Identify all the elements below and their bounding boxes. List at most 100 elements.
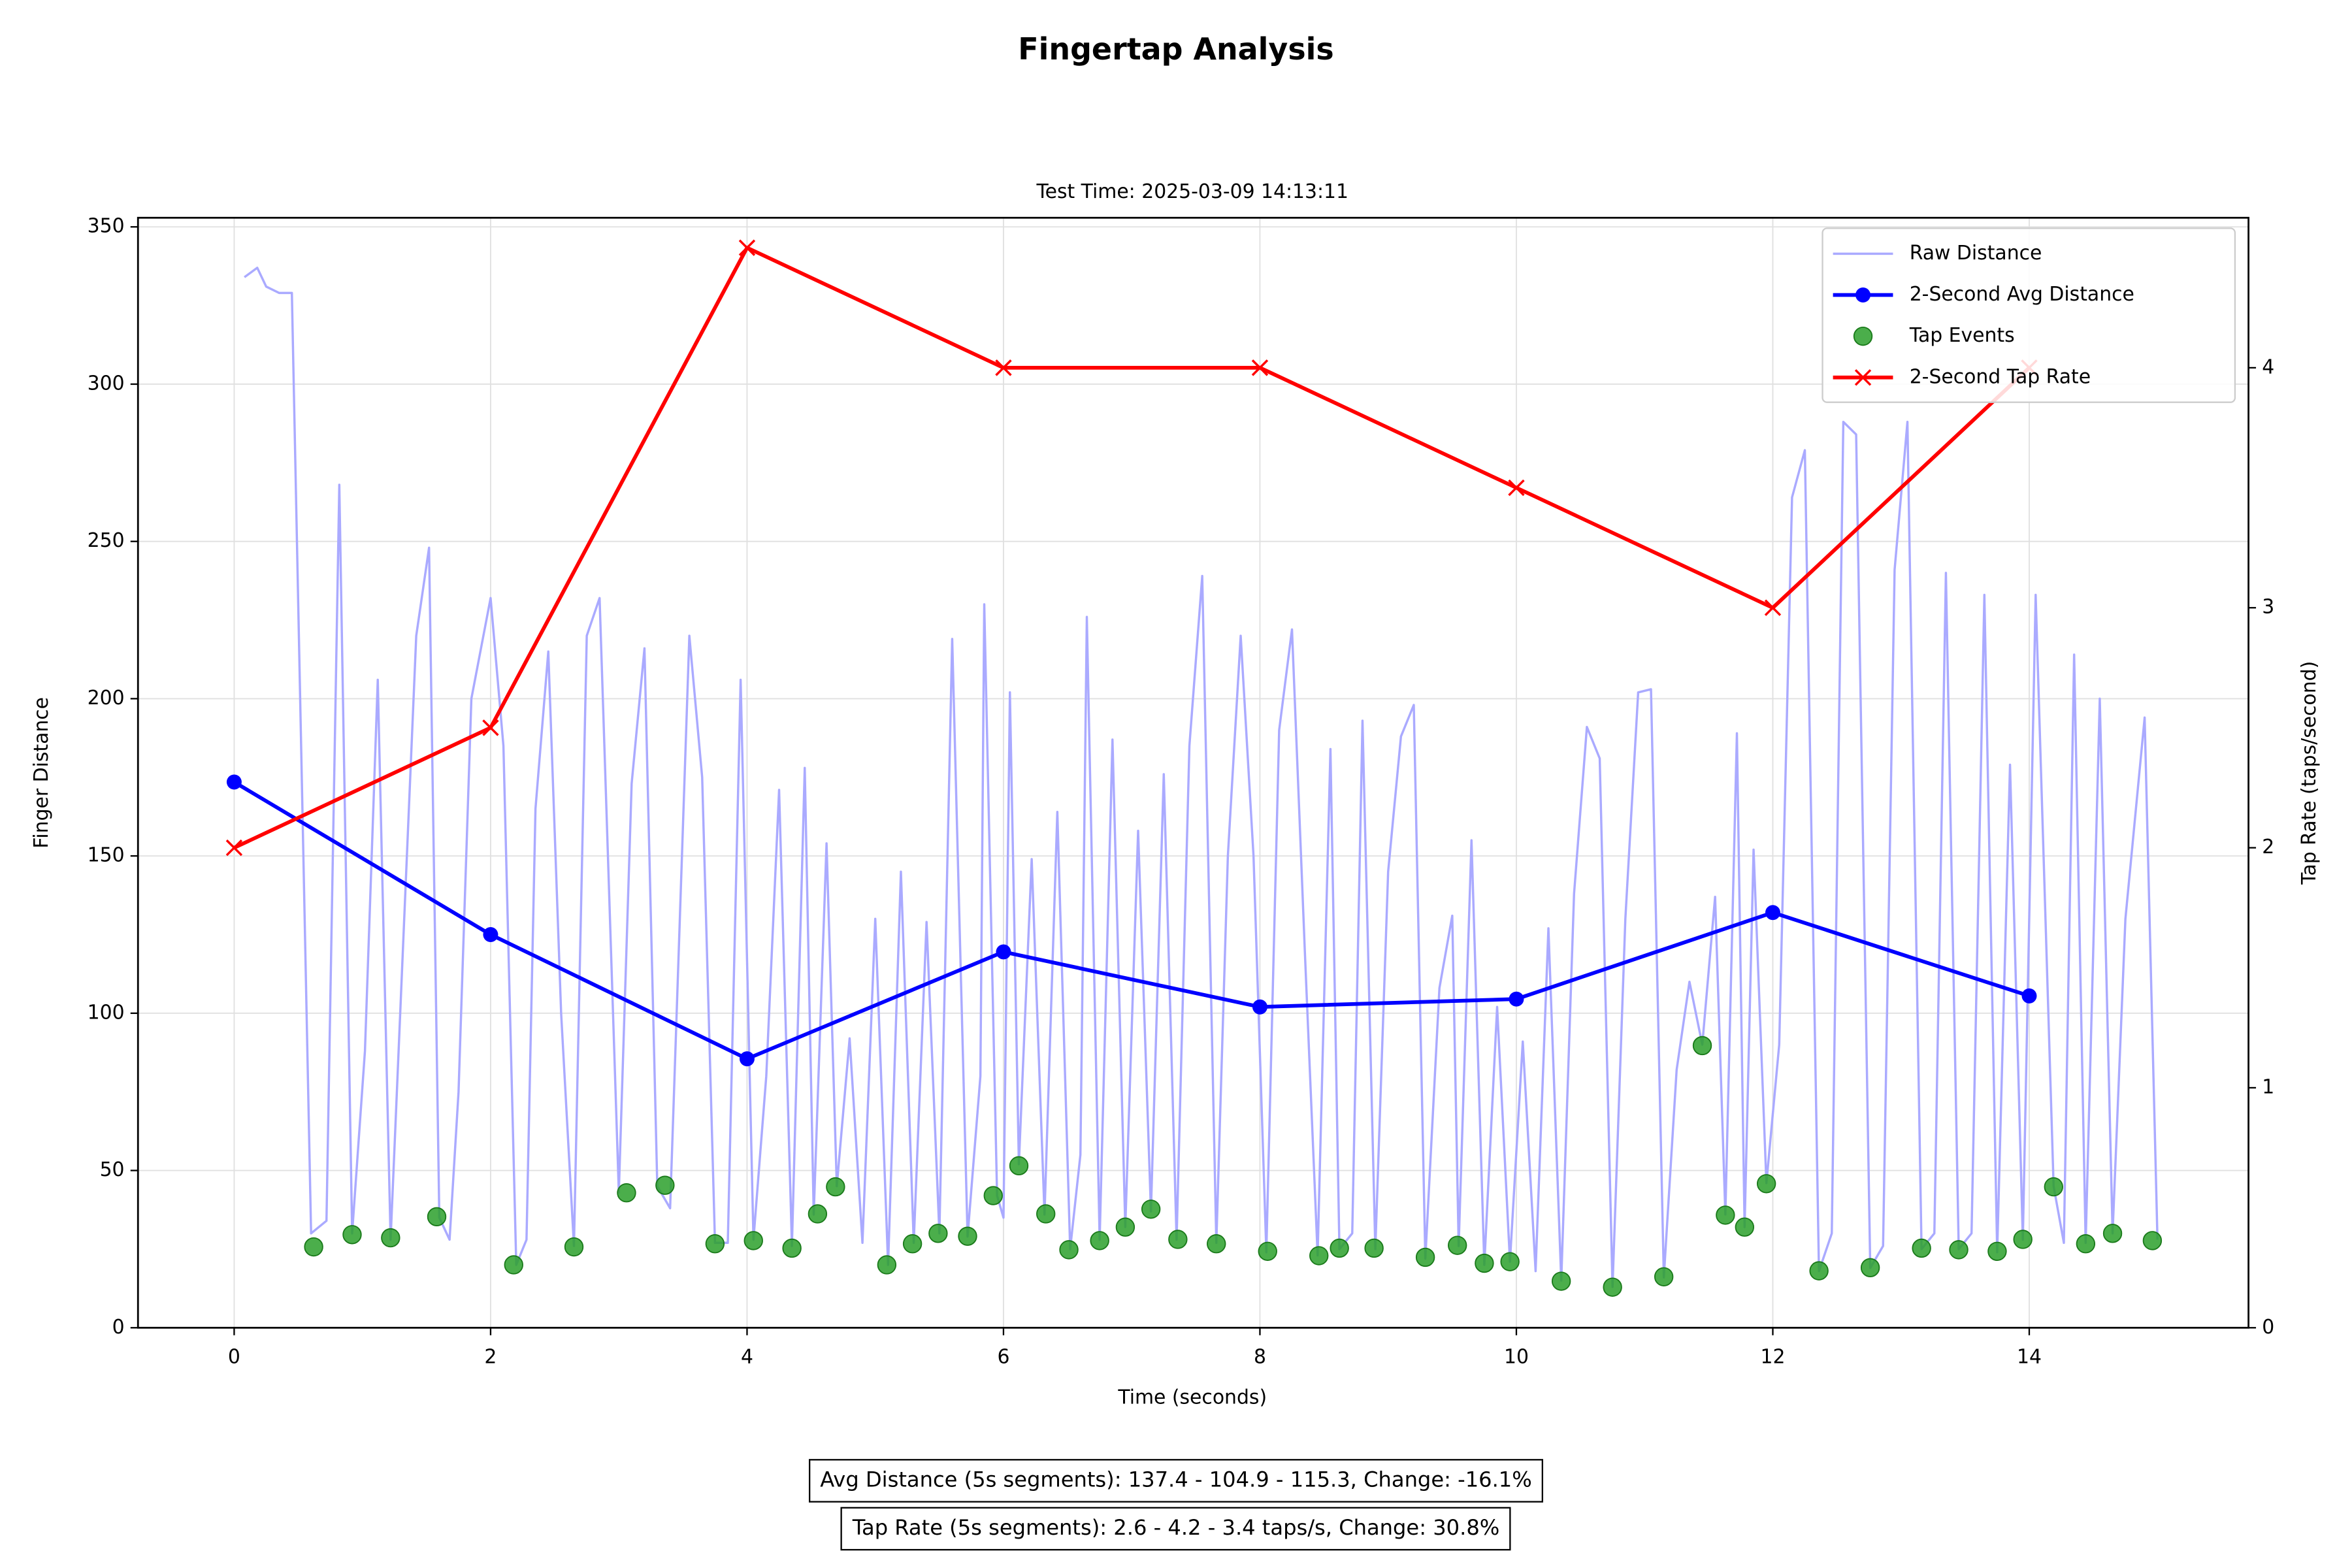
x-tick-label: 14 (2017, 1346, 2042, 1369)
marker (482, 719, 499, 736)
point (808, 1204, 828, 1224)
point (381, 1228, 400, 1248)
point (826, 1177, 845, 1197)
point (226, 774, 242, 790)
y-tick-label: 250 (88, 529, 125, 552)
point (1654, 1267, 1674, 1286)
point (504, 1255, 523, 1275)
series (226, 774, 2037, 1067)
y-axis-label: Finger Distance (30, 697, 53, 849)
point (2021, 988, 2037, 1004)
point (782, 1238, 802, 1258)
y2-tick-label: 3 (2262, 596, 2274, 619)
series (244, 267, 2159, 1288)
point (1207, 1234, 1226, 1254)
point (1860, 1258, 1880, 1278)
x-tick-label: 12 (1760, 1346, 1785, 1369)
point (1168, 1230, 1188, 1249)
point (705, 1234, 725, 1254)
x-tick-label: 8 (1254, 1346, 1266, 1369)
point (1912, 1238, 1931, 1258)
legend: Raw Distance 2-Second Avg Distance Tap Eve… (1821, 227, 2236, 403)
point (304, 1237, 323, 1257)
point (1258, 1241, 1277, 1261)
x-tick-label: 2 (484, 1346, 497, 1369)
point (958, 1226, 977, 1246)
point (1735, 1217, 1754, 1237)
point (1809, 1261, 1829, 1281)
line (244, 267, 2159, 1288)
marker (1854, 369, 1872, 386)
marker (1251, 359, 1269, 376)
y-tick-label: 350 (88, 215, 125, 238)
point (2076, 1234, 2096, 1254)
point (617, 1183, 636, 1203)
point (342, 1225, 362, 1245)
annotation: Avg Distance (5s segments): 137.4 - 104.… (820, 1467, 1532, 1492)
point (1115, 1217, 1135, 1237)
y2-tick-label: 1 (2262, 1075, 2274, 1098)
marker (1764, 599, 1782, 616)
point (2102, 1224, 2123, 1243)
point (1551, 1271, 1571, 1291)
point (1987, 1241, 2007, 1261)
y-tick-label: 0 (112, 1316, 125, 1339)
line (233, 780, 2030, 1061)
y-tick-label: 300 (88, 372, 125, 395)
point (996, 944, 1011, 960)
point (1059, 1240, 1079, 1260)
y-tick-label: 200 (88, 687, 125, 710)
point (655, 1175, 675, 1195)
point (1090, 1231, 1109, 1250)
point (1252, 999, 1267, 1015)
legend-swatch (1855, 287, 1871, 303)
point (1475, 1253, 1494, 1273)
point (1364, 1238, 1384, 1258)
y2-tick-label: 2 (2262, 836, 2274, 858)
y2-tick-label: 0 (2262, 1316, 2274, 1339)
marker (1508, 479, 1525, 497)
legend-box (1821, 227, 2236, 403)
point (928, 1224, 948, 1243)
y-tick-label: 150 (88, 844, 125, 867)
legend-label: 2-Second Tap Rate (1910, 365, 2091, 388)
point (1603, 1277, 1622, 1297)
x-tick-label: 6 (997, 1346, 1009, 1369)
point (1447, 1235, 1467, 1255)
point (983, 1186, 1003, 1205)
line (233, 246, 2031, 850)
point (2142, 1231, 2163, 1250)
x-axis-label: Time (seconds) (1117, 1386, 1267, 1409)
point (1309, 1246, 1329, 1266)
point (1509, 991, 1524, 1007)
y2-axis-label: Tap Rate (taps/second) (2298, 661, 2321, 885)
point (1765, 905, 1780, 921)
point (1716, 1205, 1735, 1225)
point (1330, 1238, 1349, 1258)
point (1141, 1200, 1161, 1219)
y-tick-label: 100 (88, 1001, 125, 1024)
point (2044, 1177, 2063, 1197)
point (1500, 1252, 1520, 1271)
point (1756, 1174, 1776, 1194)
series (304, 1036, 2163, 1297)
y2-tick-label: 4 (2262, 355, 2274, 378)
chart-subtitle: Test Time: 2025-03-09 14:13:11 (1036, 180, 1348, 203)
legend-label: 2-Second Avg Distance (1910, 283, 2134, 306)
point (1415, 1247, 1435, 1267)
point (483, 926, 498, 942)
plot-frame (137, 216, 2249, 1329)
marker (225, 839, 243, 857)
point (2013, 1230, 2033, 1249)
point (1036, 1204, 1056, 1224)
point (877, 1255, 897, 1275)
point (743, 1231, 763, 1250)
point (564, 1237, 584, 1257)
point (1949, 1240, 1968, 1260)
annotation: Tap Rate (5s segments): 2.6 - 4.2 - 3.4 … (852, 1515, 1500, 1540)
chart-title: Fingertap Analysis (1018, 31, 1333, 67)
marker (995, 359, 1012, 376)
marker (738, 239, 756, 256)
